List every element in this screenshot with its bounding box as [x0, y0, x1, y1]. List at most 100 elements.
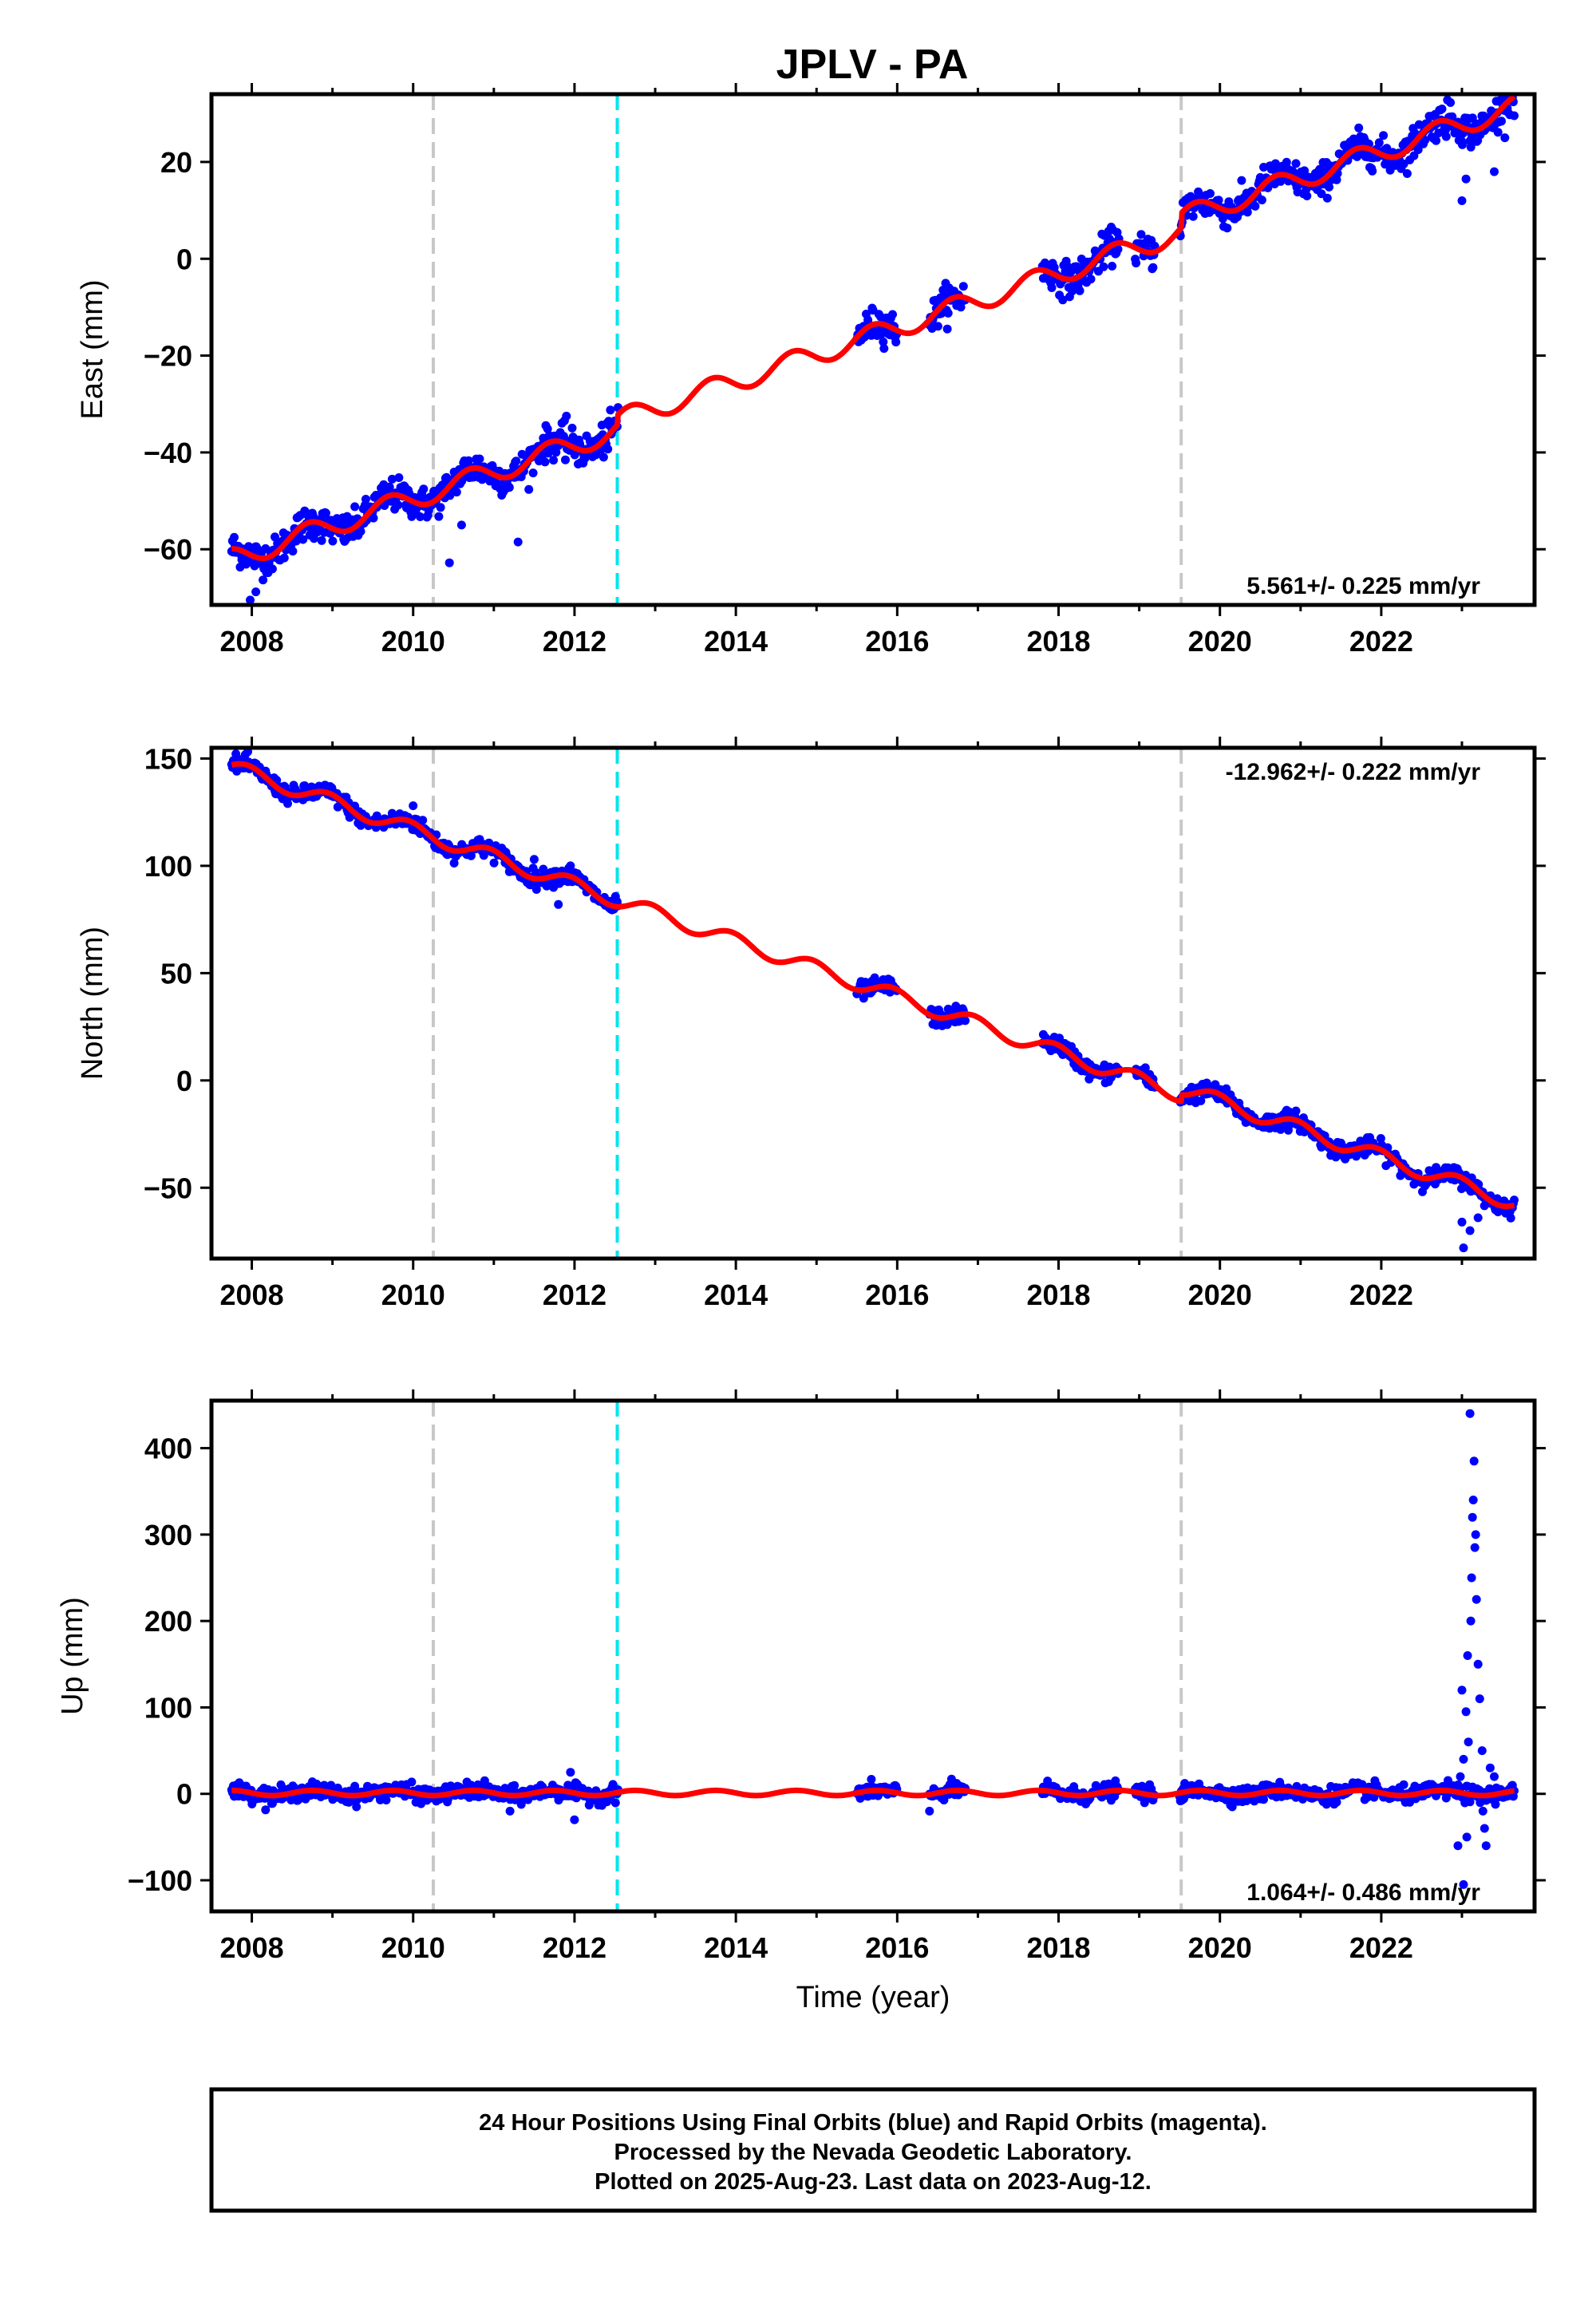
east-point-369	[540, 457, 550, 467]
east-point-372	[543, 424, 552, 433]
east-point-246	[436, 503, 445, 512]
east-point-106	[317, 536, 326, 545]
east-point-158	[361, 495, 370, 504]
east-point-391	[559, 432, 568, 441]
east-point-889	[1368, 166, 1377, 176]
north-point-546	[961, 1016, 970, 1026]
north-point-225	[418, 816, 428, 825]
footer-line-3: Plotted on 2025-Aug-23. Last data on 202…	[595, 2169, 1152, 2195]
east-point-410	[575, 439, 585, 449]
east-point-951	[1420, 136, 1430, 145]
east-point-97	[310, 534, 318, 543]
east-outlier-point-1062	[562, 411, 571, 421]
north-ylabel: North (mm)	[76, 927, 109, 1080]
east-point-1005	[1466, 142, 1476, 152]
up-outlier-point-1080	[1463, 1651, 1472, 1660]
up-outlier-point-1078	[1490, 1772, 1499, 1781]
east-point-526	[943, 308, 953, 318]
north-xtick-label-2010: 2010	[381, 1279, 445, 1311]
east-data-points	[227, 94, 1519, 605]
up-xtick-label-2010: 2010	[381, 1931, 445, 1964]
up-ytick-label-0: 0	[176, 1778, 192, 1811]
east-point-759	[1257, 196, 1266, 205]
east-point-1037	[1493, 128, 1503, 137]
north-xtick-label-2016: 2016	[865, 1279, 929, 1311]
up-outlier-point-1064	[1461, 1707, 1471, 1717]
east-point-379	[549, 456, 559, 465]
east-point-119	[328, 536, 338, 546]
east-point-443	[603, 445, 613, 454]
east-point-401	[567, 423, 577, 433]
north-xtick-label-2018: 2018	[1026, 1279, 1090, 1311]
east-point-636	[1113, 244, 1123, 254]
up-outlier-point-1061	[1453, 1841, 1463, 1851]
east-point-84	[298, 535, 308, 544]
up-point-847	[1332, 1797, 1341, 1807]
up-outlier-point-1071	[1472, 1595, 1481, 1604]
east-point-718	[1223, 223, 1232, 233]
up-outlier-point-1081	[1468, 1496, 1478, 1504]
up-outlier-point-1063	[1459, 1879, 1468, 1889]
up-outlier-point-1073	[1475, 1694, 1484, 1704]
up-ytick-label-100: 100	[144, 1691, 192, 1724]
east-panel: 2008 2010 2012 2014 2016 2018 2020 2022 −60 −40 −2…	[76, 83, 1546, 658]
east-point-836	[1322, 193, 1332, 203]
up-point-452	[610, 1798, 620, 1808]
east-point-629	[1108, 262, 1117, 271]
east-point-619	[1099, 262, 1108, 271]
north-point-1056	[1510, 1196, 1519, 1205]
north-xtick-label-2012: 2012	[543, 1279, 606, 1311]
east-xtick-label-2008: 2008	[220, 625, 284, 658]
north-outlier-point-1063	[1457, 1217, 1467, 1227]
east-xtick-label-2022: 2022	[1349, 625, 1413, 658]
up-outlier-point-1065	[1464, 1737, 1473, 1747]
east-point-1045	[1500, 133, 1510, 143]
east-outlier-point-1059	[444, 558, 454, 567]
east-point-902	[1379, 131, 1389, 140]
north-outlier-point-1061	[566, 861, 575, 871]
up-frame	[209, 1398, 1537, 1914]
east-point-487	[879, 337, 888, 346]
up-ytick-label--100: −100	[128, 1864, 192, 1897]
up-data-points	[227, 1409, 1519, 1889]
east-point-591	[1075, 286, 1084, 295]
east-point-72	[288, 547, 298, 556]
up-outlier-point-1067	[1467, 1573, 1476, 1583]
up-outlier-point-1059	[570, 1815, 579, 1824]
east-point-751	[1250, 201, 1260, 211]
up-model-curve	[229, 1787, 1517, 1799]
up-point-761	[1259, 1795, 1268, 1804]
east-point-292	[475, 454, 484, 464]
up-point-333	[510, 1780, 519, 1790]
east-point-850	[1334, 149, 1344, 159]
up-xtick-label-2022: 2022	[1349, 1931, 1413, 1964]
east-point-571	[1058, 295, 1068, 305]
up-outlier-point-1082	[1470, 1543, 1479, 1552]
east-point-971	[1437, 105, 1447, 113]
north-outlier-point-1064	[1459, 1243, 1468, 1253]
north-point-309	[489, 858, 499, 868]
east-point-498	[888, 310, 897, 319]
up-point-521	[939, 1796, 949, 1804]
up-point-40	[261, 1805, 271, 1815]
east-point-197	[394, 473, 404, 482]
east-point-327	[504, 483, 514, 492]
east-outlier-point-1066	[1490, 167, 1499, 176]
east-model-curve	[229, 94, 1517, 562]
up-outlier-point-1069	[1469, 1456, 1479, 1466]
up-rate-label: 1.064+/- 0.486 mm/yr	[1246, 1879, 1480, 1906]
east-point-514	[933, 322, 942, 331]
north-point-899	[1376, 1134, 1385, 1143]
north-outlier-point-1057	[409, 801, 418, 811]
east-outlier-point-1065	[1461, 174, 1471, 184]
footer-line-2: Processed by the Nevada Geodetic Laborat…	[614, 2140, 1132, 2165]
east-point-17	[241, 559, 251, 569]
north-outlier-point-1065	[1465, 1226, 1475, 1235]
up-xtick-label-2016: 2016	[865, 1931, 929, 1964]
north-xtick-label-2014: 2014	[704, 1279, 768, 1311]
east-point-279	[464, 456, 473, 465]
up-point-212	[407, 1777, 417, 1787]
north-panel: 2008 2010 2012 2014 2016 2018 2020 2022 −50 0 50 10…	[76, 737, 1546, 1311]
east-point-222	[416, 512, 425, 521]
